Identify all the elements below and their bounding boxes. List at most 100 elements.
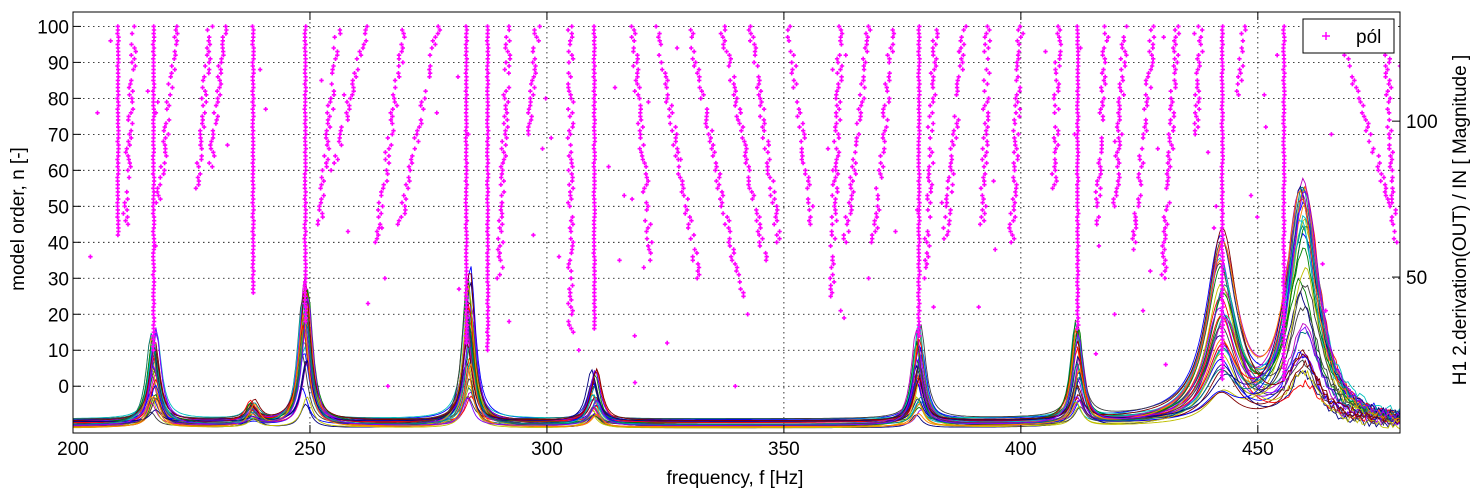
pole-marker <box>1052 92 1057 97</box>
pole-marker <box>693 60 698 65</box>
pole-marker <box>737 107 743 112</box>
pole-marker <box>767 175 773 180</box>
pole-marker <box>151 276 157 281</box>
pole-marker <box>1171 63 1176 69</box>
pole-marker <box>744 146 749 151</box>
pole-marker <box>568 276 574 281</box>
pole-marker <box>917 308 922 313</box>
pole-marker <box>1102 56 1108 61</box>
pole-marker <box>928 71 934 76</box>
pole-marker <box>1017 107 1023 112</box>
pole-marker <box>495 247 501 252</box>
pole-marker <box>923 258 928 263</box>
pole-marker <box>635 71 640 76</box>
pole-marker <box>591 160 596 166</box>
pole-marker <box>1195 124 1201 130</box>
pole-marker <box>692 247 697 252</box>
pole-marker <box>983 42 988 47</box>
pole-marker <box>1098 193 1103 198</box>
pole-marker <box>744 157 749 162</box>
pole-marker <box>948 207 953 213</box>
pole-marker <box>251 218 256 223</box>
pole-marker <box>1075 214 1080 220</box>
pole-marker <box>325 103 331 108</box>
pole-marker <box>592 304 598 310</box>
pole-marker <box>877 207 882 213</box>
pole-marker <box>838 67 843 72</box>
pole-marker <box>1391 236 1397 241</box>
pole-marker <box>325 117 331 123</box>
pole-marker <box>1130 236 1135 241</box>
pole-marker <box>869 232 875 238</box>
pole-marker <box>1115 157 1121 162</box>
pole-marker <box>874 186 879 191</box>
pole-marker <box>805 196 811 202</box>
pole-marker <box>529 114 534 119</box>
pole-marker <box>645 225 651 231</box>
pole-marker <box>1195 67 1200 72</box>
pole-marker <box>385 384 391 389</box>
pole-marker <box>1017 85 1023 90</box>
pole-marker <box>1375 164 1380 169</box>
pole-marker <box>1205 150 1211 155</box>
pole-marker <box>757 222 763 227</box>
pole-marker <box>1014 146 1019 151</box>
pole-marker <box>1389 157 1395 162</box>
pole-marker <box>709 146 714 151</box>
pole-marker <box>302 222 307 227</box>
pole-marker <box>567 182 572 187</box>
pole-marker <box>379 189 384 195</box>
pole-marker <box>303 42 308 47</box>
pole-marker <box>1385 89 1390 94</box>
pole-marker <box>950 139 955 144</box>
pole-marker <box>132 56 137 61</box>
pole-marker <box>496 254 502 259</box>
pole-marker <box>433 35 438 40</box>
pole-marker <box>674 132 679 137</box>
pole-marker <box>848 175 853 180</box>
pole-marker <box>591 103 596 108</box>
pole-marker <box>874 211 879 216</box>
pole-marker <box>150 89 156 94</box>
pole-marker <box>927 178 932 184</box>
pole-marker <box>1382 189 1388 195</box>
pole-marker <box>1053 60 1058 65</box>
pole-marker <box>830 222 835 227</box>
pole-marker <box>1014 60 1020 65</box>
pole-marker <box>383 157 388 162</box>
pole-marker <box>748 24 753 29</box>
pole-marker <box>930 38 936 43</box>
pole-marker <box>833 124 838 130</box>
pole-marker <box>302 135 308 141</box>
pole-marker <box>1117 96 1122 101</box>
pole-marker <box>695 261 701 267</box>
pole-marker <box>570 186 576 191</box>
pole-marker <box>132 24 137 29</box>
pole-marker <box>754 207 759 213</box>
pole-marker <box>831 261 836 267</box>
pole-marker <box>207 160 212 166</box>
pole-marker <box>645 204 651 209</box>
pole-marker <box>331 45 336 51</box>
y-right-tick-label: 100 <box>1406 112 1438 133</box>
pole-marker <box>1113 153 1118 159</box>
pole-marker <box>927 146 932 151</box>
pole-marker <box>1164 171 1170 177</box>
pole-marker <box>834 121 839 126</box>
pole-marker <box>846 200 852 205</box>
pole-marker <box>592 63 597 69</box>
pole-marker <box>931 304 936 310</box>
pole-marker <box>417 124 422 130</box>
pole-marker <box>322 153 327 159</box>
pole-marker <box>799 146 804 151</box>
pole-marker <box>206 49 212 54</box>
pole-marker <box>746 164 751 169</box>
pole-marker <box>500 240 506 245</box>
pole-marker <box>687 214 692 220</box>
pole-marker <box>164 153 169 159</box>
pole-marker <box>757 78 762 83</box>
pole-marker <box>166 132 171 137</box>
pole-marker <box>418 117 424 123</box>
pole-marker <box>933 42 938 47</box>
pole-marker <box>1148 85 1154 90</box>
